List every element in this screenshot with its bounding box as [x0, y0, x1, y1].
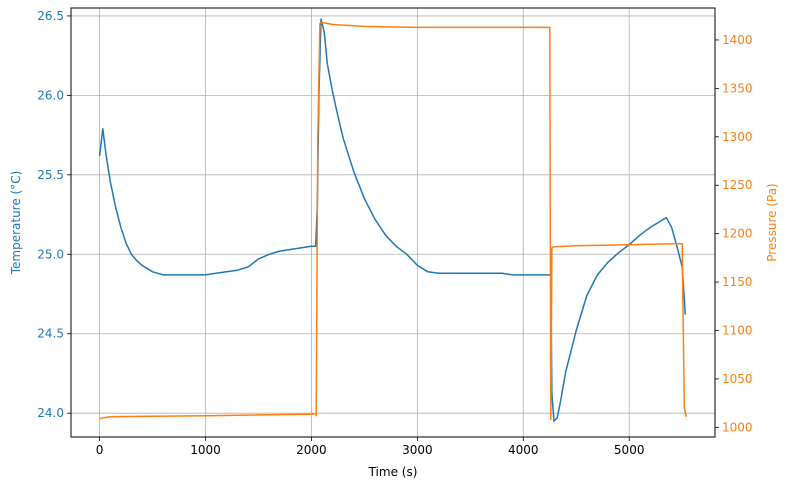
y-right-tick-label: 1000	[722, 420, 753, 434]
plot-area	[98, 18, 688, 422]
y-axis-left: 24.0 24.5 25.0 25.5 26.0 26.5	[37, 9, 71, 420]
y-axis-right-label: Pressure (Pa)	[765, 183, 779, 261]
temperature-series-line	[98, 18, 687, 422]
x-tick-label: 5000	[614, 443, 645, 457]
y-left-tick-label: 24.5	[37, 327, 64, 341]
y-right-tick-label: 1350	[722, 81, 753, 95]
y-right-tick-label: 1400	[722, 33, 753, 47]
y-left-tick-label: 26.0	[37, 88, 64, 102]
y-right-tick-label: 1200	[722, 227, 753, 241]
x-tick-label: 4000	[508, 443, 539, 457]
y-left-tick-label: 25.0	[37, 247, 64, 261]
y-left-tick-label: 26.5	[37, 9, 64, 23]
pressure-series-line	[99, 21, 688, 421]
y-right-tick-label: 1250	[722, 178, 753, 192]
x-tick-label: 3000	[402, 443, 433, 457]
y-right-tick-label: 1300	[722, 130, 753, 144]
y-left-tick-label: 24.0	[37, 406, 64, 420]
x-axis: 0 1000 2000 3000 4000 5000	[96, 437, 645, 457]
y-axis-right: 1000 1050 1100 1150 1200 1250 1300 1350 1400	[715, 33, 753, 434]
x-axis-label: Time (s)	[368, 465, 418, 479]
x-tick-label: 1000	[190, 443, 221, 457]
y-right-tick-label: 1100	[722, 323, 753, 337]
plot-frame	[70, 7, 716, 438]
y-axis-left-label: Temperature (°C)	[9, 171, 23, 276]
y-left-tick-label: 25.5	[37, 168, 64, 182]
y-right-tick-label: 1150	[722, 275, 753, 289]
x-tick-label: 2000	[296, 443, 327, 457]
grid-lines	[71, 8, 715, 437]
y-right-tick-label: 1050	[722, 372, 753, 386]
x-tick-label: 0	[96, 443, 104, 457]
